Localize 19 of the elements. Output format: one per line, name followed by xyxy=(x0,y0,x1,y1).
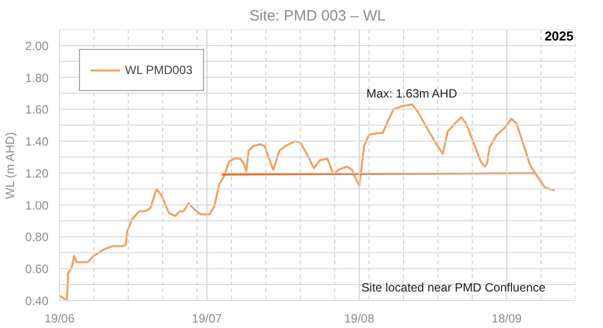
y-tick-label: 1.40 xyxy=(25,134,49,149)
legend-label: WL PMD003 xyxy=(125,63,193,77)
y-tick-label: 0.40 xyxy=(25,294,49,308)
annotation: Max: 1.63m AHD xyxy=(366,86,458,100)
annotation: 2025 xyxy=(544,28,574,44)
y-tick-label: 2.00 xyxy=(25,38,49,53)
annotation: Site located near PMD Confluence xyxy=(361,280,546,294)
chart-title: Site: PMD 003 – WL xyxy=(250,8,386,24)
x-tick-label: 19/07 xyxy=(192,312,222,326)
y-tick-label: 1.60 xyxy=(25,102,49,117)
y-tick-label: 0.80 xyxy=(25,230,49,244)
y-axis-title: WL (m AHD) xyxy=(3,132,18,199)
y-tick-label: 1.80 xyxy=(25,70,49,85)
y-tick-label: 1.00 xyxy=(25,198,49,212)
y-tick-label: 1.20 xyxy=(25,166,49,180)
x-tick-label: 19/06 xyxy=(44,312,75,326)
y-tick-label: 0.60 xyxy=(25,262,49,276)
x-tick-label: 18/09 xyxy=(492,312,522,326)
x-tick-label: 19/08 xyxy=(344,312,375,326)
